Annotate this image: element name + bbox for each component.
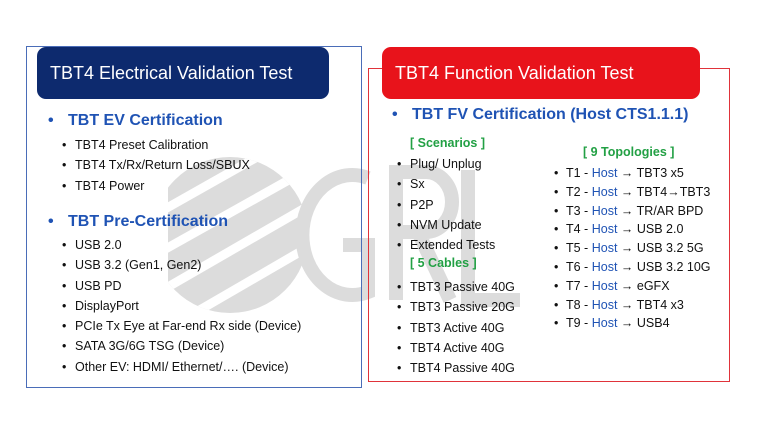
topology-item: T8 - Host → TBT4 x3	[554, 296, 711, 315]
list-item: TBT4 Passive 40G	[397, 358, 515, 378]
bullet-icon: •	[48, 112, 54, 129]
electrical-validation-panel	[26, 46, 362, 388]
list-item: Sx	[397, 174, 495, 194]
topology-item: T9 - Host → USB4	[554, 314, 711, 333]
list-item: USB 2.0	[62, 235, 301, 255]
topology-item: T4 - Host → USB 2.0	[554, 220, 711, 239]
list-item: TBT4 Tx/Rx/Return Loss/SBUX	[62, 155, 250, 175]
list-item: P2P	[397, 195, 495, 215]
ev-certification-list: TBT4 Preset Calibration TBT4 Tx/Rx/Retur…	[62, 135, 250, 196]
cables-header: [ 5 Cables ]	[410, 256, 477, 270]
list-item: PCIe Tx Eye at Far-end Rx side (Device)	[62, 316, 301, 336]
topologies-list: T1 - Host → TBT3 x5 T2 - Host → TBT4→TBT…	[554, 164, 711, 333]
list-item: USB 3.2 (Gen1, Gen2)	[62, 255, 301, 275]
topologies-header: [ 9 Topologies ]	[583, 145, 675, 159]
list-item: NVM Update	[397, 215, 495, 235]
electrical-validation-header: TBT4 Electrical Validation Test	[37, 47, 329, 99]
host-label: Host	[591, 166, 618, 180]
host-label: Host	[591, 316, 618, 331]
list-item: USB PD	[62, 276, 301, 296]
list-item: DisplayPort	[62, 296, 301, 316]
topology-item: T2 - Host → TBT4→TBT3	[554, 183, 711, 202]
list-item: TBT3 Passive 20G	[397, 297, 515, 317]
list-item: TBT3 Passive 40G	[397, 277, 515, 297]
topology-item: T7 - Host → eGFX	[554, 277, 711, 296]
host-label: Host	[591, 278, 618, 293]
pre-certification-title: • TBT Pre-Certification	[48, 213, 229, 230]
host-label: Host	[591, 184, 618, 199]
pre-certification-list: USB 2.0 USB 3.2 (Gen1, Gen2) USB PD Disp…	[62, 235, 301, 377]
list-item: Plug/ Unplug	[397, 154, 495, 174]
list-item: Other EV: HDMI/ Ethernet/…. (Device)	[62, 357, 301, 377]
list-item: TBT3 Active 40G	[397, 318, 515, 338]
list-item: SATA 3G/6G TSG (Device)	[62, 336, 301, 356]
list-item: TBT4 Active 40G	[397, 338, 515, 358]
bullet-icon: •	[48, 213, 54, 230]
topology-item: T5 - Host → USB 3.2 5G	[554, 239, 711, 258]
cables-list: TBT3 Passive 40G TBT3 Passive 20G TBT3 A…	[397, 277, 515, 378]
scenarios-list: Plug/ Unplug Sx P2P NVM Update Extended …	[397, 154, 495, 255]
host-label: Host	[591, 297, 618, 312]
topology-item: T6 - Host → USB 3.2 10G	[554, 258, 711, 277]
scenarios-header: [ Scenarios ]	[410, 136, 486, 150]
ev-certification-title: • TBT EV Certification	[48, 112, 223, 129]
topology-item: T3 - Host → TR/AR BPD	[554, 202, 711, 221]
fv-certification-title: • TBT FV Certification (Host CTS1.1.1)	[392, 106, 689, 123]
list-item: Extended Tests	[397, 235, 495, 255]
host-label: Host	[591, 203, 618, 218]
bullet-icon: •	[392, 106, 398, 123]
list-item: TBT4 Preset Calibration	[62, 135, 250, 155]
host-label: Host	[591, 222, 618, 237]
function-validation-header: TBT4 Function Validation Test	[382, 47, 700, 99]
topology-item: T1 - Host → TBT3 x5	[554, 164, 711, 183]
host-label: Host	[591, 241, 618, 256]
list-item: TBT4 Power	[62, 176, 250, 196]
host-label: Host	[591, 259, 618, 274]
